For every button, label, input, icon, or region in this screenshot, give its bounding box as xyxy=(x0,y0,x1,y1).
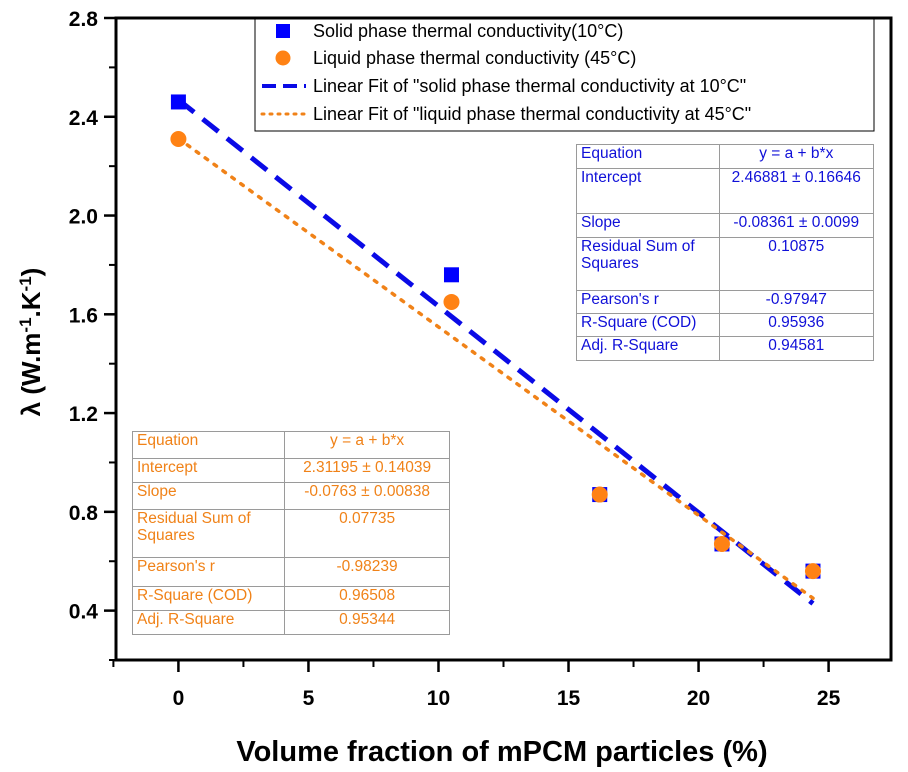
fit-table-value: 2.46881 ± 0.16646 xyxy=(718,168,875,214)
liquid-data-point xyxy=(443,293,460,310)
fit-table-value: 0.95936 xyxy=(718,313,875,337)
fit-table-row: R-Square (COD) 0.95936 xyxy=(576,313,875,337)
fit-table-label: Pearson's r xyxy=(576,290,720,314)
fit-table-value: 2.31195 ± 0.14039 xyxy=(284,458,450,483)
y-axis-title: λ (W.m-1.K-1) xyxy=(16,268,47,417)
x-tick-label: 20 xyxy=(687,687,710,710)
liquid-data-point xyxy=(804,563,821,580)
y-tick-label: 2.0 xyxy=(69,206,98,229)
fit-table-value: y = a + b*x xyxy=(718,144,875,169)
fit-table-label: R-Square (COD) xyxy=(576,313,720,337)
fit-table-value: 0.07735 xyxy=(284,509,450,558)
fit-table-row: Pearson's r -0.98239 xyxy=(131,557,450,587)
solid-data-point xyxy=(170,94,186,110)
legend-liquid-label: Liquid phase thermal conductivity (45°C) xyxy=(313,48,636,68)
fit-table-label: Intercept xyxy=(576,168,720,214)
fit-table-solid: Equation y = a + b*x Intercept 2.46881 ± 0.… xyxy=(576,144,875,361)
legend-solid-label: Solid phase thermal conductivity(10°C) xyxy=(313,21,623,41)
fit-table-row: Equation y = a + b*x xyxy=(131,431,450,459)
fit-table-liquid: Equation y = a + b*x Intercept 2.31195 ± 0.… xyxy=(131,431,450,635)
fit-table-label: Equation xyxy=(131,431,286,459)
y-tick-label: 0.8 xyxy=(69,502,99,525)
fit-table-label: Residual Sum of Squares xyxy=(576,237,720,291)
fit-table-value: 0.96508 xyxy=(284,586,450,611)
fit-table-label: Pearson's r xyxy=(131,557,286,587)
fit-table-row: Equation y = a + b*x xyxy=(576,144,875,169)
legend: Solid phase thermal conductivity(10°C) Li… xyxy=(254,18,875,132)
fit-table-row: Adj. R-Square 0.94581 xyxy=(576,336,875,361)
fit-table-value: y = a + b*x xyxy=(284,431,450,459)
fit-table-row: Slope -0.0763 ± 0.00838 xyxy=(131,482,450,510)
fit-table-row: Residual Sum of Squares 0.07735 xyxy=(131,509,450,558)
fit-table-label: Adj. R-Square xyxy=(131,610,286,635)
legend-solid-fit-label: Linear Fit of "solid phase thermal condu… xyxy=(313,76,746,96)
fit-table-label: Intercept xyxy=(131,458,286,483)
fit-table-row: R-Square (COD) 0.96508 xyxy=(131,586,450,611)
fit-table-row: Intercept 2.46881 ± 0.16646 xyxy=(576,168,875,214)
fit-table-value: -0.98239 xyxy=(284,557,450,587)
solid-data-point xyxy=(443,267,459,283)
y-tick-label: 2.4 xyxy=(69,107,99,130)
fit-table-row: Adj. R-Square 0.95344 xyxy=(131,610,450,635)
fit-table-label: R-Square (COD) xyxy=(131,586,286,611)
fit-table-value: -0.97947 xyxy=(718,290,875,314)
fit-table-row: Pearson's r -0.97947 xyxy=(576,290,875,314)
x-tick-label: 25 xyxy=(817,687,841,710)
liquid-data-point xyxy=(591,486,608,503)
fit-table-value: 0.10875 xyxy=(718,237,875,291)
fit-table-row: Residual Sum of Squares 0.10875 xyxy=(576,237,875,291)
solid-fit-line xyxy=(176,97,815,606)
liquid-fit-line xyxy=(176,136,815,600)
fit-table-value: -0.0763 ± 0.00838 xyxy=(284,482,450,510)
legend-box xyxy=(254,18,875,132)
x-tick-label: 10 xyxy=(427,687,450,710)
x-tick-label: 0 xyxy=(173,687,185,710)
x-axis-title: Volume fraction of mPCM particles (%) xyxy=(236,736,767,768)
fit-table-label: Equation xyxy=(576,144,720,169)
fit-table-value: 0.94581 xyxy=(718,336,875,361)
y-tick-label: 1.6 xyxy=(69,304,98,327)
x-tick-label: 15 xyxy=(557,687,581,710)
fit-table-value: -0.08361 ± 0.0099 xyxy=(718,213,875,238)
fit-table-row: Intercept 2.31195 ± 0.14039 xyxy=(131,458,450,483)
legend-liquid-fit-label: Linear Fit of "liquid phase thermal cond… xyxy=(313,104,751,124)
fit-table-value: 0.95344 xyxy=(284,610,450,635)
y-tick-label: 0.4 xyxy=(69,601,99,624)
liquid-data-point xyxy=(170,130,187,147)
y-tick-label: 1.2 xyxy=(69,403,98,426)
y-tick-label: 2.8 xyxy=(69,8,99,31)
fit-table-row: Slope -0.08361 ± 0.0099 xyxy=(576,213,875,238)
fit-table-label: Slope xyxy=(131,482,286,510)
fit-table-label: Adj. R-Square xyxy=(576,336,720,361)
fit-table-label: Slope xyxy=(576,213,720,238)
x-tick-label: 5 xyxy=(303,687,315,710)
legend-solid-marker xyxy=(276,24,290,38)
fit-table-label: Residual Sum of Squares xyxy=(131,509,286,558)
liquid-data-point xyxy=(713,535,730,552)
legend-liquid-marker xyxy=(275,50,291,66)
